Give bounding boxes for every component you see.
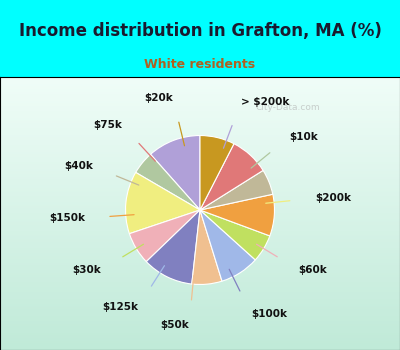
Wedge shape	[200, 170, 273, 210]
Wedge shape	[150, 135, 200, 210]
Text: $125k: $125k	[102, 302, 138, 312]
Wedge shape	[200, 210, 255, 281]
Wedge shape	[200, 135, 234, 210]
Text: $10k: $10k	[289, 132, 318, 142]
Wedge shape	[146, 210, 200, 284]
Wedge shape	[129, 210, 200, 261]
Wedge shape	[192, 210, 222, 285]
Wedge shape	[200, 194, 274, 236]
Wedge shape	[200, 210, 270, 260]
Text: White residents: White residents	[144, 58, 256, 71]
Text: $50k: $50k	[160, 320, 189, 330]
Wedge shape	[200, 144, 263, 210]
Text: $60k: $60k	[299, 265, 328, 275]
Text: $200k: $200k	[315, 193, 351, 203]
Text: $30k: $30k	[72, 265, 101, 275]
Text: $20k: $20k	[144, 93, 173, 103]
Wedge shape	[136, 154, 200, 210]
Text: $75k: $75k	[93, 120, 122, 130]
Text: > $200k: > $200k	[241, 97, 289, 107]
Text: $100k: $100k	[251, 309, 287, 318]
Text: $150k: $150k	[49, 213, 85, 223]
Text: City-Data.com: City-Data.com	[256, 103, 320, 112]
Text: $40k: $40k	[64, 161, 93, 171]
Wedge shape	[126, 173, 200, 234]
Text: Income distribution in Grafton, MA (%): Income distribution in Grafton, MA (%)	[18, 22, 382, 40]
